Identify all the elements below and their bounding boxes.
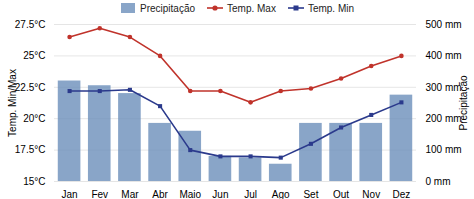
svg-text:Jan: Jan: [62, 189, 78, 199]
svg-text:22.5°C: 22.5°C: [15, 82, 46, 93]
svg-text:Temp. Min/Max: Temp. Min/Max: [7, 69, 18, 137]
html-text:Precipitação: Precipitação: [140, 2, 195, 14]
svg-text:Jun: Jun: [212, 189, 228, 199]
svg-text:17.5°C: 17.5°C: [15, 144, 46, 155]
svg-text:Set: Set: [303, 189, 318, 199]
html-text:Temp. Min: Temp. Min: [307, 2, 354, 14]
svg-text:Jul: Jul: [244, 189, 257, 199]
html-text:Temp. Max: Temp. Max: [227, 2, 276, 14]
svg-text:27.5°C: 27.5°C: [15, 19, 46, 30]
svg-text:Abr: Abr: [152, 189, 168, 199]
svg-text:100 mm: 100 mm: [426, 144, 462, 155]
svg-text:Mar: Mar: [121, 189, 139, 199]
svg-text:300 mm: 300 mm: [426, 82, 462, 93]
svg-text:20°C: 20°C: [23, 113, 45, 124]
svg-text:0 mm: 0 mm: [426, 176, 451, 187]
svg-text:Nov: Nov: [362, 189, 380, 199]
svg-text:400 mm: 400 mm: [426, 50, 462, 61]
svg-text:Ago: Ago: [272, 189, 290, 199]
svg-text:25°C: 25°C: [23, 50, 45, 61]
svg-text:Maio: Maio: [179, 189, 201, 199]
svg-text:Fev: Fev: [91, 189, 108, 199]
svg-text:500 mm: 500 mm: [426, 19, 462, 30]
svg-text:Precipitação: Precipitação: [458, 75, 469, 130]
svg-text:200 mm: 200 mm: [426, 113, 462, 124]
svg-text:15°C: 15°C: [23, 176, 45, 187]
svg-text:Dez: Dez: [393, 189, 411, 199]
svg-text:Out: Out: [333, 189, 349, 199]
